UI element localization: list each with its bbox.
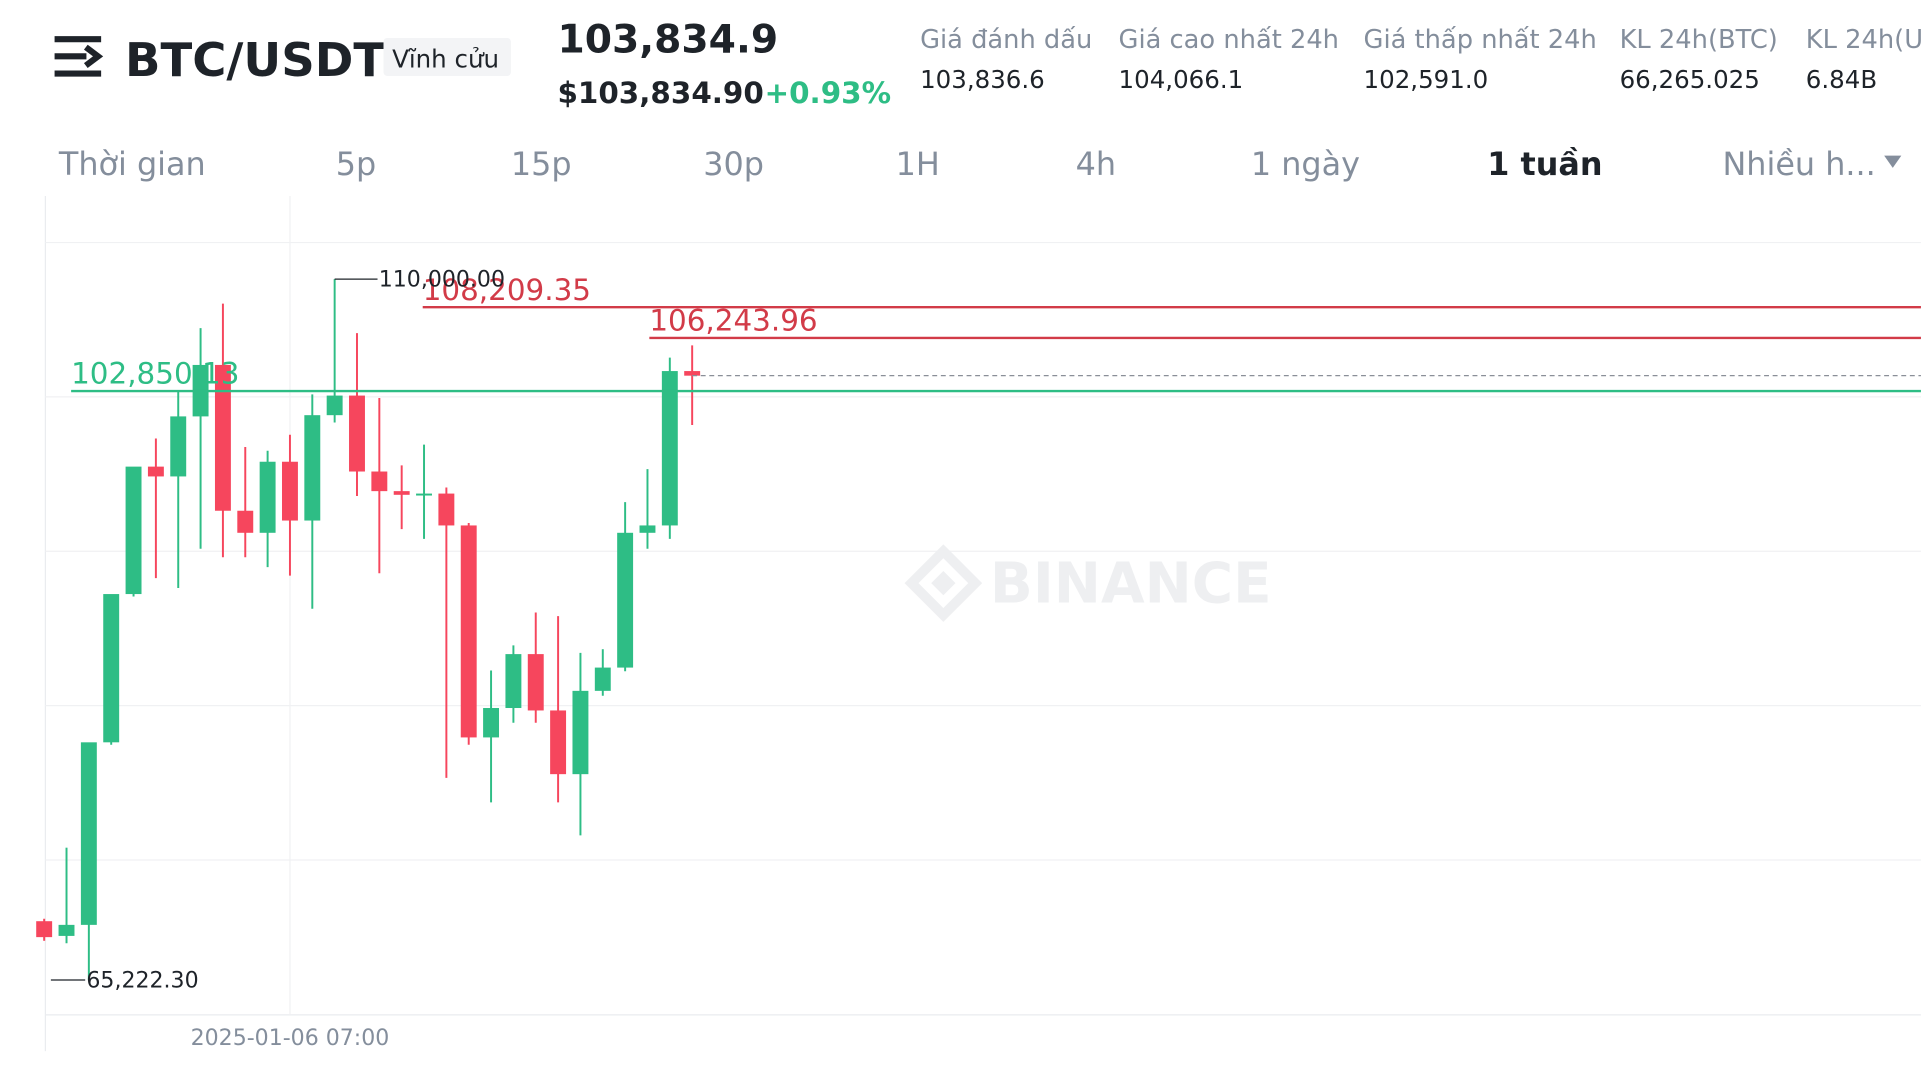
- candle-body: [304, 415, 321, 521]
- candle-body: [416, 493, 432, 496]
- menu-arrow: [83, 44, 104, 68]
- stat-value: 66,265.025: [1620, 65, 1760, 94]
- candle-body: [594, 667, 611, 691]
- timeframe-tab[interactable]: 1 ngày: [1251, 145, 1360, 183]
- last-price: 103,834.9: [557, 18, 778, 63]
- price-usd: $103,834.90: [557, 76, 763, 110]
- candle-body: [125, 466, 142, 595]
- candle-body: [259, 461, 276, 533]
- candle-body: [684, 371, 701, 376]
- stats: Giá đánh dấu 103,836.6 Giá cao nhất 24h 104…: [920, 25, 1921, 94]
- candle-body: [639, 525, 656, 533]
- candle-body: [505, 654, 522, 709]
- candle-body: [617, 532, 634, 668]
- candle-body: [170, 416, 187, 477]
- high-marker-label: 110,000.00: [379, 268, 505, 293]
- dropdown-arrow[interactable]: [1884, 155, 1902, 168]
- candle-body: [371, 471, 388, 492]
- stat-label: KL 24h(BTC): [1620, 25, 1778, 55]
- x-tick-label: 2025-01-06 07:00: [191, 1026, 390, 1051]
- timeframe-tab[interactable]: Nhiều h...: [1722, 145, 1875, 183]
- timeframe-tabs: Thời gian 5p 15p 30p 1H 4h 1 ngày 1 tuần Nhiều h…: [58, 145, 1902, 183]
- watermark-logo: [931, 570, 956, 596]
- candle-body: [147, 466, 164, 477]
- price-change: +0.93%: [764, 76, 891, 110]
- price-line-label: 106,243.96: [649, 304, 817, 338]
- stat-label: Giá đánh dấu: [920, 25, 1092, 55]
- timeframe-tab[interactable]: 15p: [511, 145, 572, 183]
- grid: [45, 241, 1921, 861]
- menu-icon[interactable]: [54, 36, 104, 77]
- candle-body: [393, 491, 410, 495]
- stat-value: 103,836.6: [920, 65, 1045, 94]
- stat-label: Giá thấp nhất 24h: [1364, 25, 1597, 55]
- timeframe-tab[interactable]: 1H: [896, 145, 940, 183]
- low-marker-label: 65,222.30: [86, 968, 198, 993]
- contract: Vĩnh cửu: [392, 44, 499, 73]
- candle-body: [460, 525, 477, 738]
- candle-body: [36, 921, 53, 938]
- candle-body: [572, 690, 589, 775]
- candle-body: [214, 364, 231, 511]
- timeframe-tab[interactable]: 30p: [703, 145, 764, 183]
- candle-body: [103, 594, 120, 743]
- stat-value: 102,591.0: [1364, 65, 1489, 94]
- stat-value: 6.84B: [1806, 65, 1877, 94]
- watermark-text: BINANCE: [990, 552, 1272, 617]
- price-line-label: 108,209.35: [423, 273, 591, 307]
- symbol: BTC/USDT: [125, 33, 385, 87]
- candle-body: [438, 493, 455, 526]
- stat-label: Giá cao nhất 24h: [1119, 25, 1339, 55]
- watermark: BINANCE: [904, 544, 1272, 622]
- watermark-logo: [904, 544, 983, 622]
- candle-body: [281, 461, 298, 521]
- candle-body: [550, 710, 567, 775]
- timeframe-tab[interactable]: 4h: [1076, 145, 1116, 183]
- candle-body: [527, 654, 544, 711]
- stat-value: 104,066.1: [1119, 65, 1244, 94]
- price-line-label: 102,850.13: [71, 357, 239, 391]
- candle-body: [349, 395, 365, 472]
- candle-body: [237, 510, 254, 533]
- candle-body: [483, 708, 500, 738]
- candle-body: [661, 371, 678, 526]
- contract-badge: [383, 37, 511, 76]
- stat-label: KL 24h(U: [1806, 25, 1921, 55]
- candle-body: [58, 924, 75, 936]
- chart: BINANCE 2025-01-06 07:00 108,209.35 106,24…: [36, 196, 1921, 1052]
- timeframe-tab[interactable]: Thời gian: [58, 145, 206, 183]
- candle-body: [80, 742, 97, 925]
- timeframe-tab[interactable]: 5p: [336, 145, 376, 183]
- candle-body: [326, 395, 343, 416]
- timeframe-tab[interactable]: 1 tuần: [1487, 145, 1602, 183]
